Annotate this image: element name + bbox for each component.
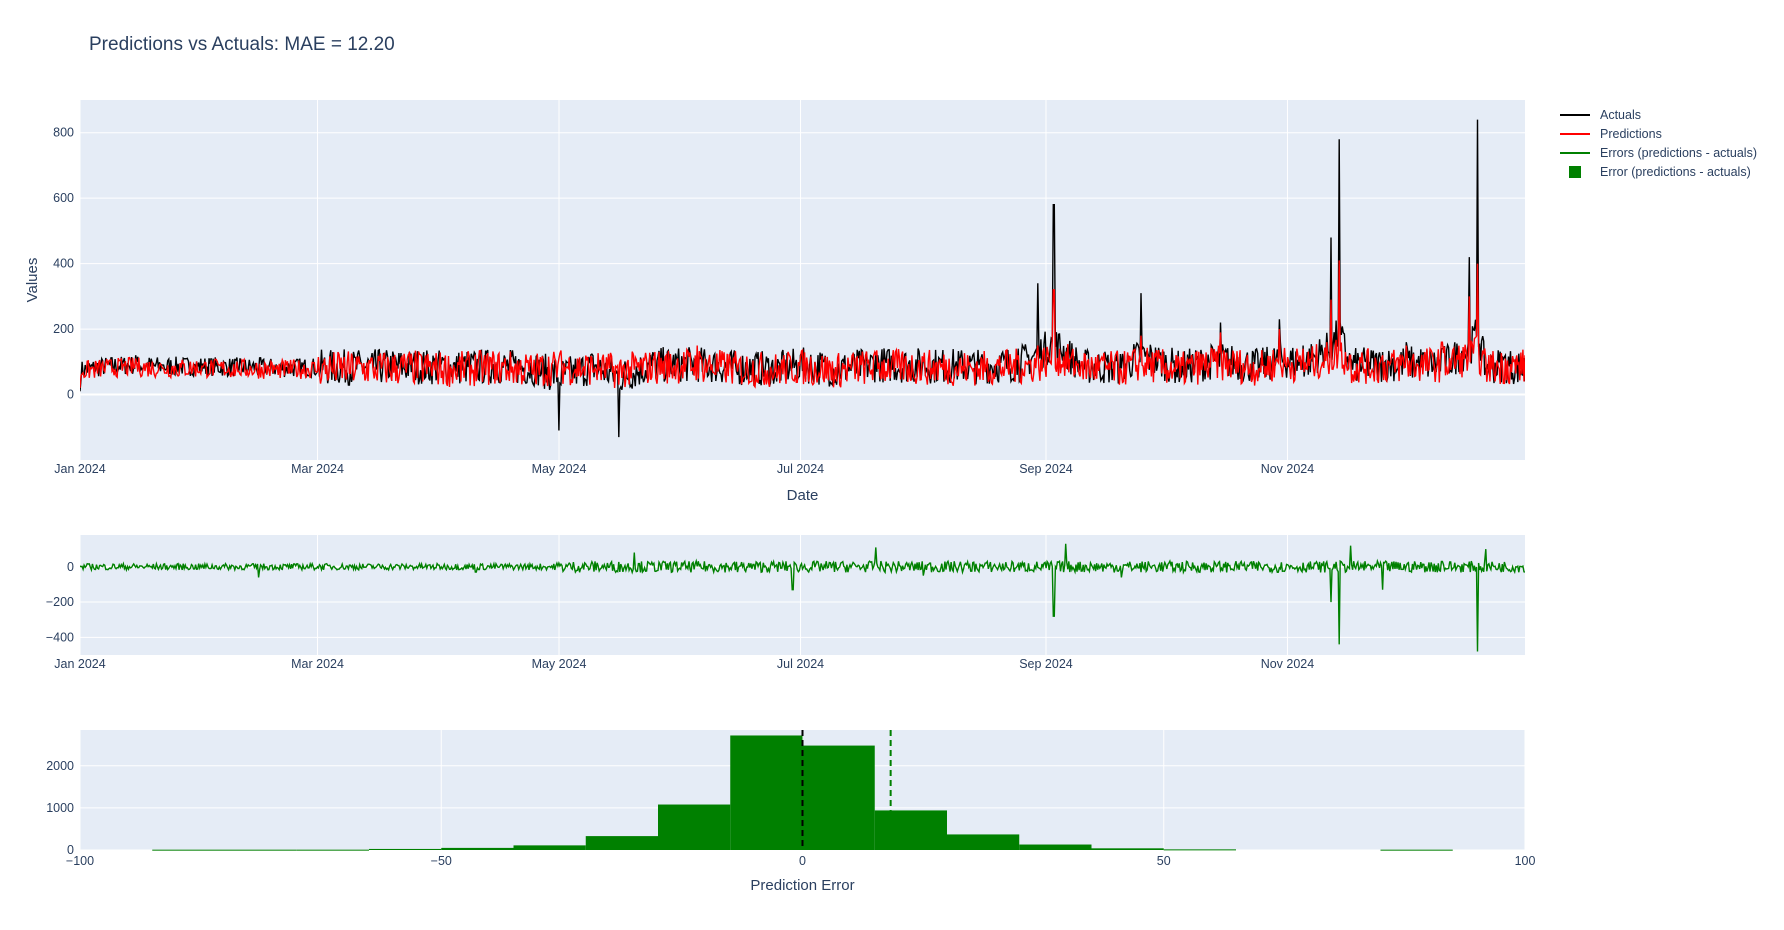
y-tick-label: 2000 [46, 759, 74, 773]
legend-item[interactable]: Errors (predictions - actuals) [1560, 146, 1757, 160]
histogram-bar [730, 735, 803, 850]
histogram-bar [1019, 844, 1092, 850]
x-tick-label: Jul 2024 [777, 462, 824, 476]
legend-item[interactable]: Predictions [1560, 127, 1662, 141]
histogram-bar [802, 745, 875, 850]
legend-item[interactable]: Error (predictions - actuals) [1569, 165, 1751, 179]
errors-plot-area [80, 535, 1525, 655]
histogram-bar [224, 849, 297, 851]
x-tick-label: Jul 2024 [777, 657, 824, 671]
chart-title: Predictions vs Actuals: MAE = 12.20 [89, 34, 395, 55]
y-tick-label: −400 [46, 630, 74, 644]
histogram-bar [658, 804, 731, 850]
histogram-bar [1163, 849, 1236, 851]
histogram-bar [585, 836, 658, 850]
x-tick-label: −100 [66, 854, 94, 868]
legend-swatch-square [1569, 166, 1581, 178]
series-line-errors [80, 543, 1525, 652]
errors-panel: 0 −200 −400 Jan 2024 Mar 2024 May 2024 Jul 202… [46, 535, 1525, 671]
y-tick-label: 200 [53, 322, 74, 336]
histogram-bar [369, 848, 442, 850]
legend-label: Error (predictions - actuals) [1600, 165, 1751, 179]
series-line-predictions [80, 260, 1525, 389]
x-tick-label: Sep 2024 [1019, 462, 1073, 476]
legend-item[interactable]: Actuals [1560, 108, 1641, 122]
histogram-bar [441, 847, 514, 850]
timeseries-plot-area [80, 100, 1525, 460]
y-tick-label: 0 [67, 388, 74, 402]
x-tick-label: Nov 2024 [1261, 462, 1315, 476]
x-axis-title: Prediction Error [750, 877, 854, 894]
y-tick-label: 600 [53, 191, 74, 205]
x-tick-label: May 2024 [532, 657, 587, 671]
legend[interactable]: Actuals Predictions Errors (predictions - … [1560, 108, 1757, 179]
timeseries-grid [79, 100, 1525, 460]
legend-label: Errors (predictions - actuals) [1600, 146, 1757, 160]
x-tick-label: 100 [1515, 854, 1536, 868]
x-tick-label: 50 [1157, 854, 1171, 868]
legend-label: Actuals [1600, 108, 1641, 122]
y-tick-label: 800 [53, 126, 74, 140]
y-tick-label: 0 [67, 560, 74, 574]
x-tick-label: 0 [799, 854, 806, 868]
x-tick-label: May 2024 [532, 462, 587, 476]
histogram-bar [1091, 848, 1164, 850]
histogram-bar [152, 849, 225, 851]
histogram-bar [513, 845, 586, 850]
legend-label: Predictions [1600, 127, 1662, 141]
y-tick-label: 0 [67, 843, 74, 857]
histogram-bar [1380, 849, 1453, 851]
histogram-bar [947, 834, 1020, 850]
y-tick-label: 400 [53, 257, 74, 271]
y-tick-label: 1000 [46, 801, 74, 815]
timeseries-panel: 0 200 400 600 800 Jan 2024 Mar 2024 May 2024 Jul… [24, 100, 1525, 504]
y-tick-label: −200 [46, 595, 74, 609]
x-tick-label: −50 [431, 854, 452, 868]
x-tick-label: Jan 2024 [54, 462, 105, 476]
x-tick-label: Mar 2024 [291, 657, 344, 671]
x-tick-label: Mar 2024 [291, 462, 344, 476]
y-axis-title: Values [24, 258, 41, 303]
x-axis-title: Date [787, 487, 819, 504]
histogram-panel: 0 1000 2000 −100 −50 0 50 100 Prediction Error [46, 730, 1535, 894]
x-tick-label: Jan 2024 [54, 657, 105, 671]
x-tick-label: Nov 2024 [1261, 657, 1315, 671]
histogram-bar [874, 810, 947, 850]
histogram-bar [296, 849, 369, 851]
x-tick-label: Sep 2024 [1019, 657, 1073, 671]
